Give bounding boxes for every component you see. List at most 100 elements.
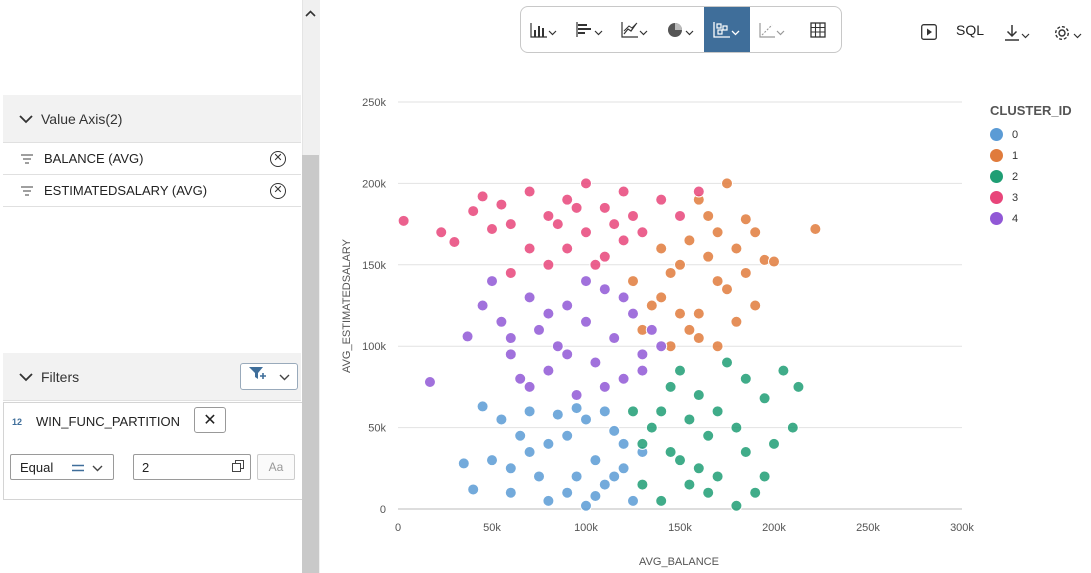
scatter-point-cluster-2[interactable]	[655, 405, 668, 418]
remove-icon[interactable]: ✕	[270, 182, 286, 199]
scatter-point-cluster-1[interactable]	[758, 253, 771, 266]
scatter-point-cluster-1[interactable]	[645, 299, 658, 312]
scatter-point-cluster-4[interactable]	[523, 291, 536, 304]
scatter-point-cluster-1[interactable]	[702, 250, 715, 263]
scatter-point-cluster-1[interactable]	[768, 255, 780, 268]
scatter-point-cluster-2[interactable]	[674, 454, 686, 467]
legend-item[interactable]: 3	[990, 187, 1072, 208]
scatter-point-cluster-3[interactable]	[523, 242, 536, 255]
scatter-point-cluster-3[interactable]	[655, 193, 668, 206]
scatter-point-cluster-0[interactable]	[542, 494, 555, 507]
settings-gear-icon[interactable]	[1054, 24, 1088, 47]
scatter-point-cluster-0[interactable]	[476, 400, 489, 413]
scatter-point-cluster-0[interactable]	[486, 454, 498, 467]
scatter-point-cluster-1[interactable]	[730, 315, 743, 328]
scatter-point-cluster-1[interactable]	[692, 332, 705, 345]
scatter-point-cluster-4[interactable]	[636, 364, 649, 377]
scatter-point-cluster-3[interactable]	[561, 193, 574, 206]
scatter-point-cluster-4[interactable]	[561, 299, 574, 312]
scatter-point-cluster-0[interactable]	[495, 413, 508, 426]
scatter-point-cluster-1[interactable]	[702, 209, 715, 222]
scatter-point-cluster-3[interactable]	[504, 218, 517, 231]
scatter-point-cluster-4[interactable]	[598, 283, 611, 296]
scatter-point-cluster-2[interactable]	[777, 364, 790, 377]
scatter-point-cluster-4[interactable]	[551, 340, 564, 353]
scatter-point-cluster-3[interactable]	[467, 205, 480, 218]
case-sensitive-button[interactable]: Aa	[257, 454, 295, 480]
scatter-point-cluster-0[interactable]	[570, 402, 583, 415]
scatter-point-cluster-1[interactable]	[721, 283, 733, 296]
scatter-point-cluster-2[interactable]	[655, 494, 668, 507]
scatter-point-cluster-0[interactable]	[504, 462, 517, 475]
scatter-point-cluster-0[interactable]	[580, 499, 592, 512]
copy-icon[interactable]	[232, 459, 244, 475]
scatter-point-cluster-2[interactable]	[645, 421, 658, 434]
scatter-point-cluster-4[interactable]	[561, 348, 574, 361]
scatter-point-cluster-3[interactable]	[627, 209, 639, 222]
scatter-point-cluster-4[interactable]	[580, 315, 592, 328]
scatter-point-cluster-3[interactable]	[542, 209, 555, 222]
scatter-point-cluster-0[interactable]	[570, 470, 583, 483]
scatter-point-cluster-4[interactable]	[542, 364, 555, 377]
scatter-point-cluster-1[interactable]	[683, 234, 696, 247]
scatter-point-cluster-0[interactable]	[617, 437, 630, 450]
scatter-point-cluster-4[interactable]	[486, 275, 498, 288]
value-axis-item[interactable]: BALANCE (AVG) ✕	[3, 143, 301, 175]
scatter-point-cluster-3[interactable]	[580, 177, 592, 190]
scatter-point-cluster-2[interactable]	[768, 437, 780, 450]
scatter-point-cluster-1[interactable]	[711, 275, 724, 288]
legend-item[interactable]: 2	[990, 166, 1072, 187]
scroll-up-icon[interactable]	[302, 2, 319, 24]
sql-button[interactable]: SQL	[956, 22, 985, 38]
scatter-point-cluster-1[interactable]	[739, 213, 752, 226]
scatter-point-cluster-1[interactable]	[636, 323, 649, 336]
scatter-point-cluster-1[interactable]	[627, 275, 639, 288]
operator-select[interactable]: Equal	[10, 454, 114, 480]
scatter-point-cluster-0[interactable]	[627, 494, 639, 507]
scatter-point-cluster-0[interactable]	[589, 454, 602, 467]
scatter-point-cluster-0[interactable]	[504, 486, 517, 499]
scatter-point-cluster-3[interactable]	[542, 258, 555, 271]
scatter-point-cluster-2[interactable]	[664, 380, 677, 393]
scatter-point-cluster-3[interactable]	[636, 226, 649, 239]
scatter-point-cluster-2[interactable]	[786, 421, 799, 434]
pie-chart-button[interactable]	[658, 7, 704, 52]
scatter-point-cluster-3[interactable]	[589, 258, 602, 271]
scatter-point-cluster-0[interactable]	[589, 489, 602, 502]
scrollbar-thumb[interactable]	[302, 155, 319, 573]
legend-item[interactable]: 1	[990, 145, 1072, 166]
scatter-point-cluster-4[interactable]	[514, 372, 527, 385]
scatter-point-cluster-1[interactable]	[730, 242, 743, 255]
scatter-point-cluster-0[interactable]	[561, 486, 574, 499]
scatter-point-cluster-2[interactable]	[683, 413, 696, 426]
scatter-point-cluster-4[interactable]	[461, 330, 474, 343]
scatter-point-cluster-1[interactable]	[674, 307, 686, 320]
scatter-point-cluster-1[interactable]	[739, 266, 752, 279]
bar-chart-button[interactable]	[521, 7, 567, 52]
value-axis-item[interactable]: ESTIMATEDSALARY (AVG) ✕	[3, 175, 301, 207]
horizontal-bar-chart-button[interactable]	[567, 7, 613, 52]
scatter-point-cluster-3[interactable]	[561, 242, 574, 255]
scatter-point-cluster-2[interactable]	[711, 470, 724, 483]
scatter-point-cluster-4[interactable]	[533, 323, 545, 336]
scatter-point-cluster-3[interactable]	[448, 236, 461, 249]
scatter-point-cluster-0[interactable]	[467, 483, 480, 496]
scatter-point-cluster-2[interactable]	[730, 499, 743, 512]
scatter-point-cluster-2[interactable]	[758, 392, 771, 405]
scatter-point-cluster-2[interactable]	[730, 421, 743, 434]
drag-handle-icon[interactable]	[20, 185, 34, 197]
scatter-point-cluster-2[interactable]	[739, 372, 752, 385]
remove-icon[interactable]: ✕	[270, 150, 286, 167]
scatter-point-cluster-2[interactable]	[711, 405, 724, 418]
scatter-point-cluster-4[interactable]	[423, 376, 436, 389]
scatter-point-cluster-1[interactable]	[692, 307, 705, 320]
scatter-point-cluster-2[interactable]	[627, 405, 639, 418]
scatter-point-cluster-0[interactable]	[598, 405, 611, 418]
scatter-point-cluster-3[interactable]	[523, 185, 536, 198]
scatter-point-cluster-4[interactable]	[570, 389, 583, 402]
scatter-point-cluster-3[interactable]	[608, 218, 621, 231]
scatter-point-cluster-3[interactable]	[598, 250, 611, 263]
scatter-point-cluster-2[interactable]	[692, 462, 705, 475]
download-icon[interactable]	[1004, 24, 1032, 47]
scatter-chart-button[interactable]	[703, 7, 750, 52]
